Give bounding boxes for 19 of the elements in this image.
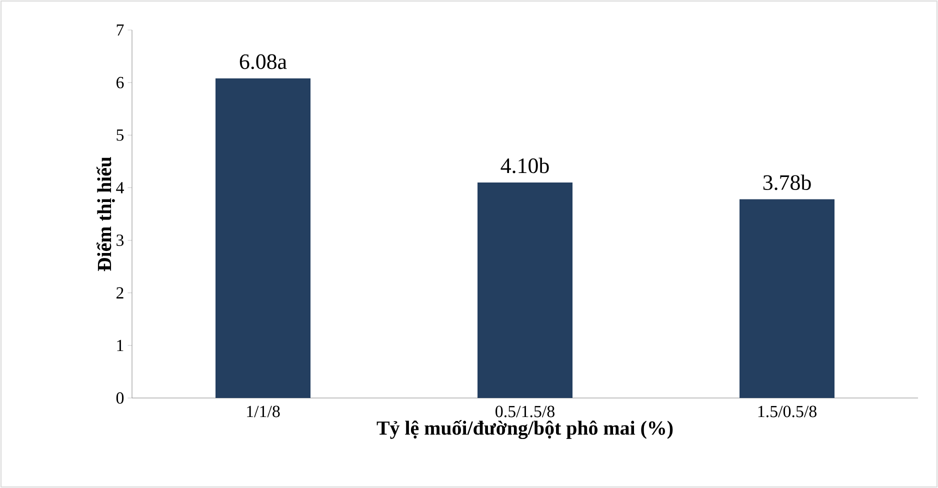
y-tick-label: 4 [116,182,124,194]
bar [216,78,311,398]
y-tick-label: 6 [116,76,124,88]
x-axis-title: Tỷ lệ muối/đường/bột phô mai (%) [376,420,673,439]
y-axis-title: Điểm thị hiếu [96,156,115,272]
y-tick-label: 3 [116,234,124,246]
y-tick-label: 5 [116,130,124,141]
y-tick-label: 7 [116,24,124,36]
bar [478,182,573,398]
data-label: 3.78b [763,174,811,190]
data-label: 6.08a [240,54,287,70]
x-tick-label: 1.5/0.5/8 [758,406,816,418]
data-label: 4.10b [500,158,549,174]
bar [740,199,835,398]
y-tick-label: 1 [117,340,124,352]
x-tick-label: 0.5/1.5/8 [496,406,554,418]
y-tick-label: 0 [116,392,124,404]
y-tick-label: 2 [116,287,124,298]
x-tick-label: 1/1/8 [247,406,280,418]
